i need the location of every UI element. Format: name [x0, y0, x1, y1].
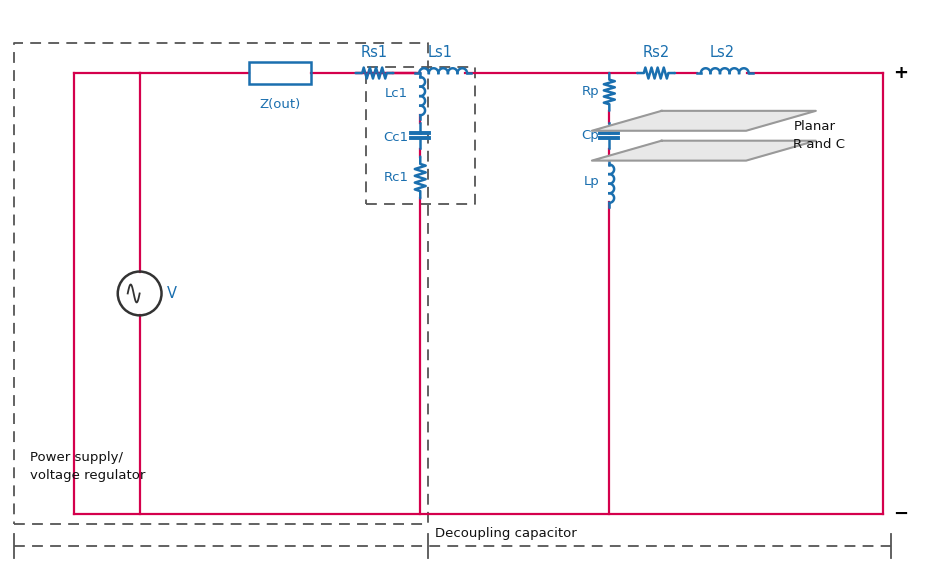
- Text: Power supply/
voltage regulator: Power supply/ voltage regulator: [30, 451, 146, 482]
- Text: −: −: [893, 505, 908, 523]
- Polygon shape: [592, 141, 815, 160]
- Text: Rp: Rp: [582, 86, 600, 99]
- Text: Planar
R and C: Planar R and C: [794, 120, 846, 151]
- Bar: [249, 62, 311, 84]
- Polygon shape: [592, 111, 815, 131]
- Text: Rc1: Rc1: [383, 171, 409, 184]
- Text: Decoupling capacitor: Decoupling capacitor: [435, 527, 577, 540]
- Text: V: V: [166, 286, 177, 301]
- Text: Lp: Lp: [584, 175, 600, 188]
- Text: Ls1: Ls1: [428, 45, 453, 60]
- Text: Lc1: Lc1: [385, 87, 409, 100]
- Text: Cp: Cp: [582, 129, 600, 142]
- Text: Z(out): Z(out): [259, 98, 301, 111]
- Text: Cc1: Cc1: [383, 131, 409, 144]
- Text: +: +: [893, 64, 908, 82]
- Text: Rs1: Rs1: [361, 45, 388, 60]
- Text: Rs2: Rs2: [642, 45, 670, 60]
- Text: Ls2: Ls2: [710, 45, 734, 60]
